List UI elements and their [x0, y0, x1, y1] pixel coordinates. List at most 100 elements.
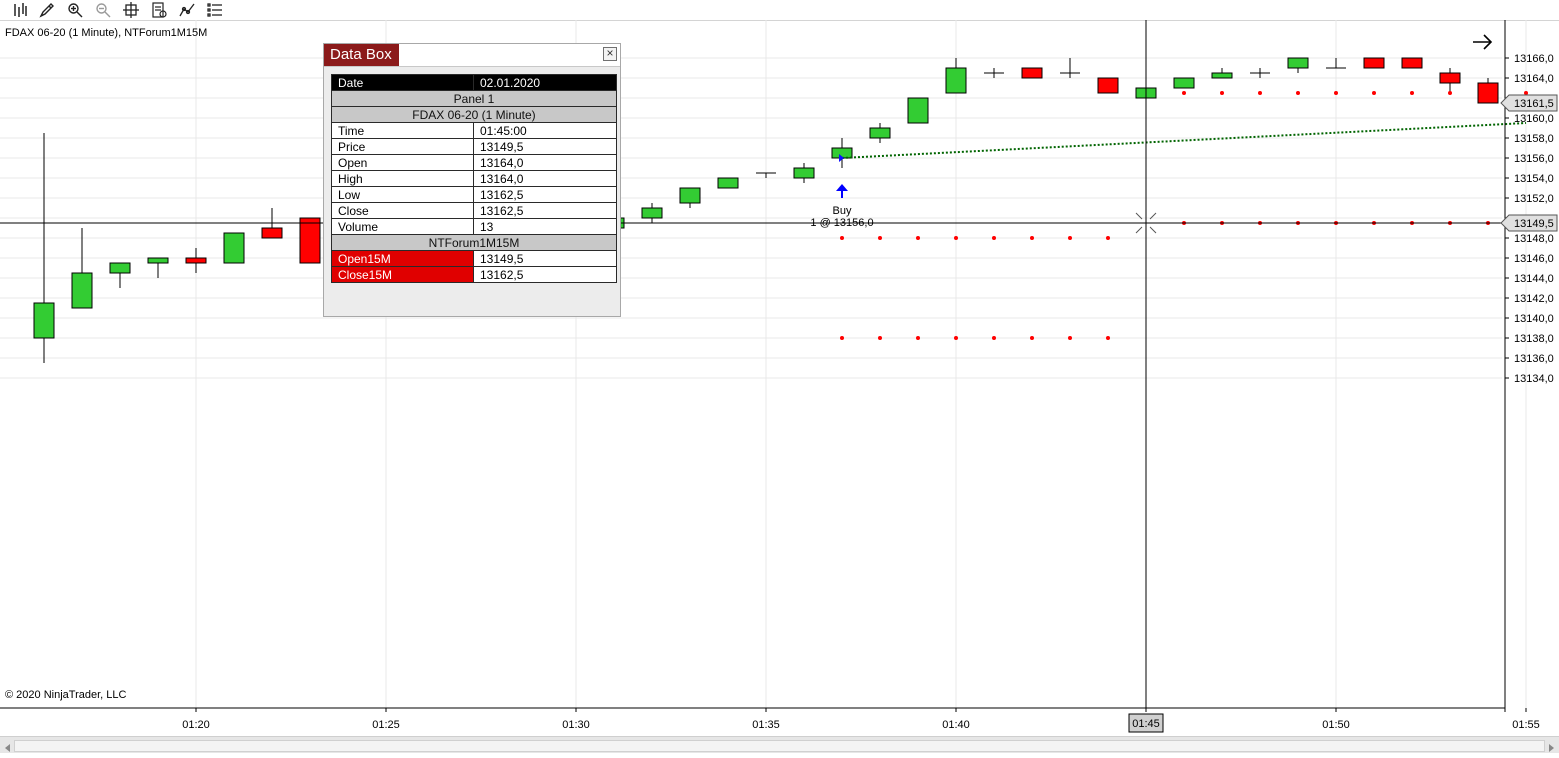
last-price-flag-label: 13161,5 [1514, 98, 1554, 110]
crosshair-tick [1135, 212, 1143, 220]
rows-row: Close 13162,5 [331, 202, 617, 219]
rows-label: Time [331, 122, 474, 139]
strategies-icon[interactable] [205, 1, 225, 19]
rows-row: Open 13164,0 [331, 154, 617, 171]
candle [223, 232, 245, 264]
candle-body [1097, 77, 1119, 94]
price-tick-label: 13156,0 [1514, 153, 1554, 165]
indicator-dot [1334, 91, 1338, 95]
indicator-dot [1182, 91, 1186, 95]
candle [109, 262, 131, 288]
candle [299, 217, 321, 264]
data-box-table: Date 02.01.2020 Panel 1 FDAX 06-20 (1 Mi… [331, 74, 617, 283]
candle-body [147, 257, 169, 264]
candle [907, 97, 929, 124]
candle [71, 228, 93, 309]
candle [1211, 68, 1233, 79]
crosshair-tick [1135, 226, 1143, 234]
rows-row: Time 01:45:00 [331, 122, 617, 139]
data-box-window[interactable]: Data Box × Date 02.01.2020 Panel 1 FDAX … [323, 43, 621, 317]
candle-body [1287, 57, 1309, 69]
candle [1060, 58, 1080, 78]
price-tick-label: 13152,0 [1514, 193, 1554, 205]
properties-icon[interactable] [149, 1, 169, 19]
indicator-dot [1030, 236, 1034, 240]
indicator-dot [1486, 91, 1490, 95]
time-tick-label: 01:50 [1322, 719, 1350, 731]
indicator-dots [840, 91, 1528, 340]
chart-toolbar [0, 0, 1559, 21]
candle [147, 257, 169, 278]
candle [717, 177, 739, 189]
candle [1097, 77, 1119, 94]
zoom-in-icon[interactable] [65, 1, 85, 19]
candle [869, 123, 891, 143]
price-tick-label: 13144,0 [1514, 273, 1554, 285]
copyright-text: © 2020 NinjaTrader, LLC [5, 689, 126, 701]
price-tick-label: 13164,0 [1514, 73, 1554, 85]
draw-icon[interactable] [37, 1, 57, 19]
rows-label: High [331, 170, 474, 187]
price-tick-label: 13146,0 [1514, 253, 1554, 265]
rows-value: 13149,5 [473, 138, 617, 155]
chart-title: FDAX 06-20 (1 Minute), NTForum1M15M [5, 27, 207, 39]
ind_rows-row: Close15M 13162,5 [331, 266, 617, 283]
indicator-header: NTForum1M15M [331, 234, 617, 251]
rows-value: 13164,0 [473, 170, 617, 187]
buy-label: Buy [833, 205, 852, 217]
bar-type-icon[interactable] [10, 1, 30, 19]
candle-body [1363, 57, 1385, 69]
indicator-dot [954, 336, 958, 340]
indicator-dot [1068, 236, 1072, 240]
date-label: Date [331, 74, 474, 91]
candle-body [185, 257, 207, 264]
candle-body [717, 177, 739, 189]
candle-body [1211, 72, 1233, 79]
candle-body [1173, 77, 1195, 89]
crosshair-price-flag-box [1500, 214, 1558, 232]
price-tick-label: 13154,0 [1514, 173, 1554, 185]
rows-value: 13 [473, 218, 617, 235]
time-tick-label: 01:40 [942, 719, 970, 731]
candle [641, 203, 663, 223]
indicator-dot [1372, 91, 1376, 95]
rows-label: Low [331, 186, 474, 203]
candle-body [1401, 57, 1423, 69]
indicators-icon[interactable] [177, 1, 197, 19]
indicator-dot [878, 336, 882, 340]
candle-body [109, 262, 131, 274]
time-tick-label: 01:20 [182, 719, 210, 731]
rows-label: Close [331, 202, 474, 219]
time-tick-label: 01:30 [562, 719, 590, 731]
instrument-header: FDAX 06-20 (1 Minute) [331, 106, 617, 123]
candle-body [641, 207, 663, 219]
scrollbar-thumb[interactable] [14, 740, 1545, 752]
indicator-dot [840, 336, 844, 340]
candle-body [223, 232, 245, 264]
horizontal-scrollbar[interactable] [0, 736, 1559, 753]
scroll-left-icon[interactable] [3, 740, 13, 752]
execution-marker-icon [839, 154, 844, 162]
last-price-flag-box [1500, 94, 1558, 112]
candle-body [33, 302, 55, 339]
crosshair-time-label: 01:45 [1132, 718, 1160, 730]
crosshair-icon[interactable] [121, 1, 141, 19]
price-tick-label: 13166,0 [1514, 53, 1554, 65]
zoom-out-icon[interactable] [93, 1, 113, 19]
chart-grid [0, 20, 1527, 708]
rows-value: 13162,5 [473, 186, 617, 203]
scroll-right-icon[interactable] [1546, 740, 1556, 752]
close-icon[interactable]: × [603, 47, 617, 61]
candle-body [945, 67, 967, 94]
price-tick-label: 13136,0 [1514, 353, 1554, 365]
candle-body [869, 127, 891, 139]
candle [1477, 78, 1499, 104]
indicator-dot [1068, 336, 1072, 340]
candle [984, 68, 1004, 78]
scroll-right-arrow-icon[interactable] [1473, 34, 1493, 50]
rows-label: Price [331, 138, 474, 155]
indicator-dot [1448, 91, 1452, 95]
candle-body [679, 187, 701, 204]
price-tick-label: 13140,0 [1514, 313, 1554, 325]
